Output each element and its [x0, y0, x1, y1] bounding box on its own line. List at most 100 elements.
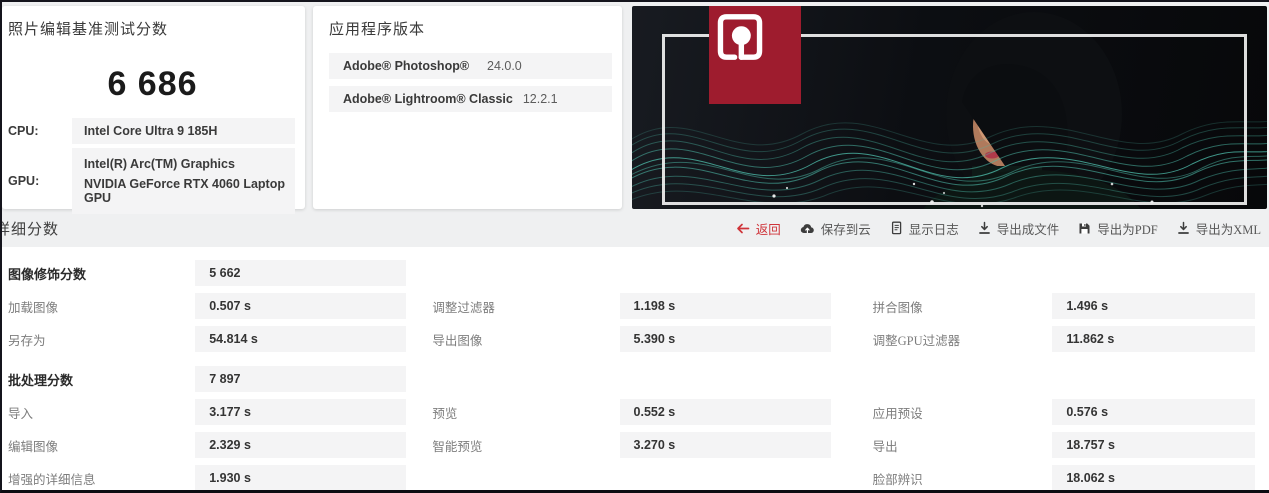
gpu-line-1: Intel(R) Arc(TM) Graphics	[84, 157, 235, 171]
metric-row: 加载图像 0.507 s 调整过滤器 1.198 s 拼合图像 1.496 s	[8, 293, 1255, 319]
app-version-row-lightroom: Adobe® Lightroom® Classic 12.2.1	[329, 86, 612, 112]
metric-cell: 增强的详细信息 1.930 s	[8, 465, 407, 490]
metric-label: 预览	[432, 406, 458, 421]
download-icon	[978, 221, 991, 235]
app-version: 12.2.1	[522, 92, 558, 106]
metric-cell: 拼合图像 1.496 s	[857, 293, 1255, 319]
benchmark-score-value: 6 686	[107, 65, 198, 103]
app-version-row-photoshop: Adobe® Photoshop® 24.0.0	[329, 53, 612, 79]
metric-value-box: 2.329 s	[195, 432, 407, 458]
detail-header-band: 详细分数 返回 保存到云 显示日志	[2, 209, 1269, 247]
back-button[interactable]: 返回	[736, 219, 781, 238]
app-version-list: Adobe® Photoshop® 24.0.0 Adobe® Lightroo…	[329, 53, 612, 112]
arrow-left-icon	[736, 222, 750, 235]
empty-cell	[432, 366, 830, 392]
metric-value-box: 0.576 s	[1052, 399, 1255, 425]
metric-label: 拼合图像	[872, 300, 923, 315]
cloud-upload-icon	[800, 222, 815, 235]
metric-value-box: 0.507 s	[195, 293, 407, 319]
metric-cell: 智能预览 3.270 s	[432, 432, 831, 458]
export-pdf-label: 导出为PDF	[1097, 222, 1158, 237]
metric-label: 图像修饰分数	[8, 266, 87, 282]
metric-label: 脸部辨识	[872, 472, 923, 487]
metric-row: 导入 3.177 s 预览 0.552 s 应用预设 0.576 s	[8, 399, 1255, 425]
procyon-photo-icon	[717, 14, 763, 60]
detail-section-title: 详细分数	[0, 221, 60, 238]
metric-row: 编辑图像 2.329 s 智能预览 3.270 s 导出 18.757 s	[8, 432, 1255, 458]
score-card-title: 照片编辑基准测试分数	[8, 22, 169, 38]
metric-value-box: 5 662	[195, 260, 407, 286]
app-versions-card: 应用程序版本 Adobe® Photoshop® 24.0.0 Adobe® L…	[313, 6, 622, 209]
save-to-cloud-button[interactable]: 保存到云	[800, 219, 871, 238]
metric-label: 另存为	[8, 333, 46, 348]
metric-value-box: 1.930 s	[195, 465, 407, 490]
metric-row: 另存为 54.814 s 导出图像 5.390 s 调整GPU过滤器 11.86…	[8, 326, 1255, 352]
metric-cell: 应用预设 0.576 s	[857, 399, 1255, 425]
metric-value-box: 3.177 s	[195, 399, 407, 425]
cpu-row: CPU: Intel Core Ultra 9 185H	[8, 118, 295, 144]
back-label: 返回	[755, 222, 781, 237]
show-log-label: 显示日志	[908, 222, 959, 237]
detail-scores: 图像修饰分数 5 662 加载图像 0.507 s 调整过滤器 1.198 s …	[2, 247, 1269, 490]
app-version: 24.0.0	[487, 59, 522, 73]
empty-cell	[432, 465, 830, 490]
export-file-button[interactable]: 导出成文件	[978, 219, 1060, 238]
gpu-line-2: NVIDIA GeForce RTX 4060 Laptop GPU	[84, 177, 285, 205]
save-to-cloud-label: 保存到云	[820, 222, 871, 237]
metric-cell: 调整过滤器 1.198 s	[432, 293, 831, 319]
metric-value-box: 1.496 s	[1052, 293, 1255, 319]
toolbar: 返回 保存到云 显示日志 导出成文件	[736, 219, 1261, 238]
hero-image	[632, 6, 1267, 209]
metric-value-box: 3.270 s	[619, 432, 831, 458]
score-row-batch: 批处理分数 7 897	[8, 366, 1255, 392]
metric-label: 加载图像	[8, 300, 59, 315]
metric-row: 增强的详细信息 1.930 s 脸部辨识 18.062 s	[8, 465, 1255, 490]
metric-value-box: 7 897	[195, 366, 407, 392]
show-log-button[interactable]: 显示日志	[890, 219, 959, 238]
metric-value-box: 18.062 s	[1052, 465, 1255, 490]
metric-label: 导出图像	[432, 333, 483, 348]
metric-value-box: 5.390 s	[619, 326, 831, 352]
empty-cell	[857, 366, 1255, 392]
app-name: Adobe® Lightroom® Classic	[343, 92, 513, 106]
metric-value-box: 54.814 s	[195, 326, 407, 352]
gpu-value-box: Intel(R) Arc(TM) Graphics NVIDIA GeForce…	[72, 148, 295, 214]
hero-frame-border	[662, 34, 1247, 205]
save-icon	[1078, 222, 1091, 235]
metric-label: 批处理分数	[8, 372, 74, 388]
metric-cell: 脸部辨识 18.062 s	[857, 465, 1255, 490]
hero-art	[632, 12, 1267, 209]
download-icon	[1177, 221, 1190, 235]
metric-label: 增强的详细信息	[8, 472, 96, 487]
metric-value-box: 18.757 s	[1052, 432, 1255, 458]
gpu-label: GPU:	[8, 174, 40, 188]
score-row-image-retouch: 图像修饰分数 5 662	[8, 260, 1255, 286]
empty-cell	[857, 260, 1255, 286]
metric-label: 导出	[872, 439, 898, 454]
metric-cell: 另存为 54.814 s	[8, 326, 407, 352]
metric-label: 导入	[8, 406, 34, 421]
cpu-label: CPU:	[8, 124, 39, 138]
top-cards-row: 照片编辑基准测试分数 6 686 CPU: Intel Core Ultra 9…	[2, 2, 1269, 214]
empty-cell	[432, 260, 830, 286]
metric-cell: 预览 0.552 s	[432, 399, 831, 425]
metric-cell: 编辑图像 2.329 s	[8, 432, 407, 458]
metric-value-box: 11.862 s	[1052, 326, 1255, 352]
app-versions-title: 应用程序版本	[329, 22, 426, 38]
metric-cell: 导出图像 5.390 s	[432, 326, 831, 352]
cpu-value-box: Intel Core Ultra 9 185H	[72, 118, 295, 144]
app-name: Adobe® Photoshop®	[343, 59, 470, 73]
benchmark-score-card: 照片编辑基准测试分数 6 686 CPU: Intel Core Ultra 9…	[2, 6, 305, 214]
procyon-logo	[709, 6, 801, 104]
metric-label: 调整过滤器	[432, 300, 495, 315]
log-file-icon	[890, 221, 903, 235]
metric-label: 智能预览	[432, 439, 483, 454]
metric-cell: 调整GPU过滤器 11.862 s	[857, 326, 1255, 352]
section-score-cell: 图像修饰分数 5 662	[8, 260, 407, 286]
metric-value-box: 0.552 s	[619, 399, 831, 425]
export-pdf-button[interactable]: 导出为PDF	[1078, 219, 1158, 238]
export-file-label: 导出成文件	[996, 222, 1060, 237]
metric-cell: 导入 3.177 s	[8, 399, 407, 425]
export-xml-button[interactable]: 导出为XML	[1177, 219, 1261, 238]
